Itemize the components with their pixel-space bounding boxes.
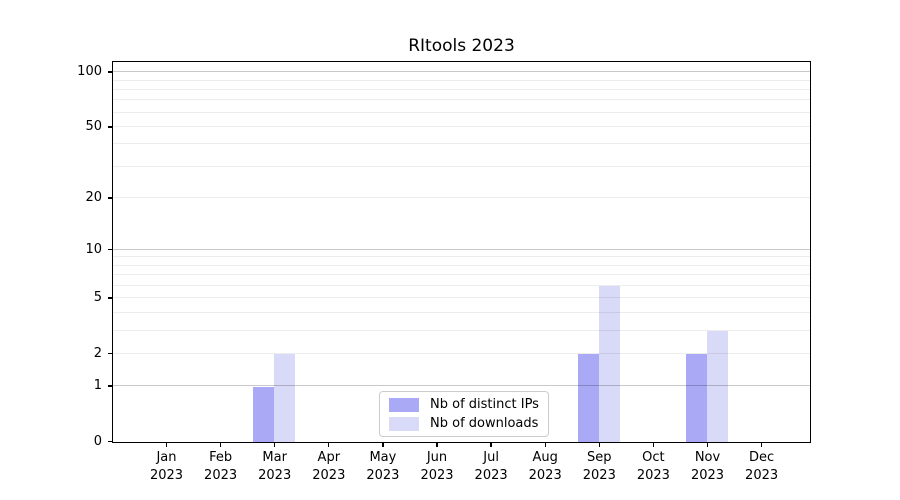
bar-nb-of-downloads xyxy=(707,331,728,442)
x-tick-label: Apr 2023 xyxy=(312,450,346,484)
gridline-minor xyxy=(113,329,810,331)
x-tick-label: May 2023 xyxy=(366,450,400,484)
legend: Nb of distinct IPs Nb of downloads xyxy=(379,391,549,437)
bar-nb-of-distinct-ips xyxy=(577,354,599,442)
y-tick-label: 5 xyxy=(93,290,102,306)
legend-swatch xyxy=(389,397,419,412)
x-tick-label: Dec 2023 xyxy=(745,450,779,484)
x-tick-mark xyxy=(760,443,763,447)
gridline-minor xyxy=(113,196,810,198)
x-tick-label: Jul 2023 xyxy=(474,450,508,484)
x-tick-label: Aug 2023 xyxy=(528,450,562,484)
chart-title: RItools 2023 xyxy=(408,36,515,56)
gridline-minor xyxy=(113,284,810,286)
y-tick-label: 2 xyxy=(93,345,102,361)
y-tick-label: 20 xyxy=(85,189,102,205)
bar-nb-of-downloads xyxy=(274,354,296,442)
gridline-minor xyxy=(113,352,810,354)
y-tick-mark xyxy=(108,197,112,199)
x-tick-mark xyxy=(544,443,546,447)
legend-swatch xyxy=(389,416,419,431)
x-tick-mark xyxy=(274,443,276,447)
x-tick-mark xyxy=(490,443,492,447)
y-tick-mark xyxy=(108,352,112,355)
y-tick-label: 1 xyxy=(93,378,102,394)
x-tick-mark xyxy=(328,443,330,447)
legend-label: Nb of downloads xyxy=(430,416,539,431)
x-tick-mark xyxy=(652,443,655,447)
bar-nb-of-distinct-ips xyxy=(686,354,707,442)
x-tick-label: Feb 2023 xyxy=(204,450,238,484)
legend-item: Nb of distinct IPs xyxy=(389,397,539,412)
y-tick-label: 10 xyxy=(85,241,102,257)
gridline-minor xyxy=(113,99,810,101)
legend-label: Nb of distinct IPs xyxy=(430,397,539,412)
gridline-minor xyxy=(113,256,810,258)
x-tick-mark xyxy=(706,443,709,447)
gridline-minor xyxy=(113,311,810,313)
gridline-minor xyxy=(113,143,810,145)
y-tick-label: 100 xyxy=(77,64,102,80)
x-tick-label: Jun 2023 xyxy=(420,450,454,484)
gridline-minor xyxy=(113,297,810,299)
y-tick-mark xyxy=(108,126,112,128)
gridline-minor xyxy=(113,111,810,113)
gridline-major xyxy=(113,385,810,387)
x-tick-label: Sep 2023 xyxy=(582,450,616,484)
x-tick-label: Jan 2023 xyxy=(149,450,184,484)
x-tick-mark xyxy=(382,443,384,447)
legend-item: Nb of downloads xyxy=(389,416,539,431)
y-tick-mark xyxy=(108,71,112,73)
x-tick-mark xyxy=(436,443,438,447)
gridline-minor xyxy=(113,264,810,266)
x-tick-mark xyxy=(219,443,222,447)
gridline-minor xyxy=(113,165,810,167)
gridline-minor xyxy=(113,274,810,276)
x-tick-label: Nov 2023 xyxy=(690,450,725,484)
x-tick-label: Mar 2023 xyxy=(258,450,292,484)
y-tick-label: 50 xyxy=(85,118,102,134)
gridline-major xyxy=(113,248,810,250)
bar-nb-of-distinct-ips xyxy=(253,386,275,442)
y-tick-mark xyxy=(108,297,112,299)
x-tick-mark xyxy=(598,443,600,447)
x-tick-mark xyxy=(165,443,168,447)
y-tick-mark xyxy=(108,248,112,251)
bar-nb-of-downloads xyxy=(598,286,620,442)
x-tick-label: Oct 2023 xyxy=(636,450,670,484)
y-tick-mark xyxy=(108,385,112,387)
y-tick-label: 0 xyxy=(93,433,102,449)
gridline-minor xyxy=(113,79,810,81)
gridline-major xyxy=(113,71,810,73)
gridline-minor xyxy=(113,88,810,90)
y-tick-mark xyxy=(108,440,112,443)
plot-area xyxy=(112,61,811,443)
gridline-minor xyxy=(113,125,810,127)
